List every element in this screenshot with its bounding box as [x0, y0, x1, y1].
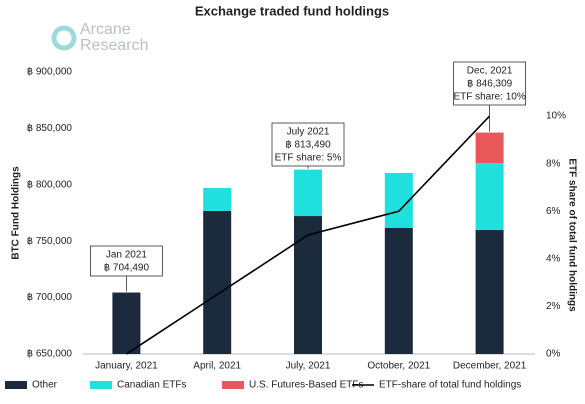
y2-axis-title: ETF share of total fund holdings: [566, 158, 577, 312]
annotation-text: Jan 2021: [106, 250, 148, 261]
annotation-text: ฿ 846,309: [467, 79, 513, 90]
bar-segment: [294, 216, 322, 354]
x-tick-label: December, 2021: [453, 361, 527, 372]
chart-title: Exchange traded fund holdings: [195, 3, 389, 18]
y2-tick-label: 8%: [546, 158, 561, 169]
bar-segment: [475, 132, 504, 164]
y2-tick-label: 0%: [546, 349, 561, 360]
y2-tick-label: 10%: [546, 111, 566, 122]
legend-swatch: [222, 381, 244, 389]
annotation-text: July 2021: [287, 127, 330, 138]
logo-icon: [51, 25, 77, 51]
y-tick-label: ฿ 700,000: [27, 292, 73, 303]
y2-tick-label: 4%: [546, 253, 561, 264]
annotation-text: ETF share: 5%: [275, 153, 342, 164]
bar-segment: [203, 210, 232, 354]
annotation-text: ฿ 704,490: [104, 263, 150, 274]
legend-label: Other: [32, 380, 58, 391]
logo-text: Arcane: [80, 21, 131, 38]
x-tick-label: July, 2021: [286, 361, 331, 372]
legend-label: Canadian ETFs: [117, 380, 186, 391]
x-tick-label: January, 2021: [95, 361, 158, 372]
bar-segment: [475, 229, 504, 354]
annotation-box: [90, 245, 163, 277]
annotation-text: Dec, 2021: [467, 66, 513, 77]
x-tick-label: October, 2021: [367, 361, 430, 372]
y2-tick-label: 2%: [546, 301, 561, 312]
legend-label: U.S. Futures-Based ETFs: [249, 380, 363, 391]
annotation-box: [453, 61, 527, 106]
bar-segment: [112, 292, 141, 354]
y-tick-label: ฿ 750,000: [27, 236, 73, 247]
annotation-box: [271, 122, 345, 167]
legend-swatch: [90, 381, 112, 389]
y-tick-label: ฿ 850,000: [27, 123, 73, 134]
annotation-text: ฿ 813,490: [285, 140, 331, 151]
y-axis-title: BTC Fund Holdings: [11, 166, 22, 260]
y2-tick-label: 6%: [546, 206, 561, 217]
bar-segment: [475, 163, 504, 230]
logo: Arcane Research: [51, 21, 148, 54]
line-series: [125, 115, 491, 355]
y-tick-label: ฿ 650,000: [27, 349, 73, 360]
x-tick-label: April, 2021: [193, 361, 241, 372]
y-tick-label: ฿ 800,000: [27, 179, 73, 190]
annotation-text: ETF share: 10%: [453, 92, 525, 103]
legend-swatch: [5, 381, 27, 389]
legend-label: ETF-share of total fund holdings: [379, 380, 521, 391]
y-tick-label: ฿ 900,000: [27, 67, 73, 78]
logo-text: Research: [80, 37, 148, 54]
bar-segment: [203, 187, 232, 211]
bar-segment: [384, 228, 413, 354]
bar-segment: [294, 169, 322, 217]
